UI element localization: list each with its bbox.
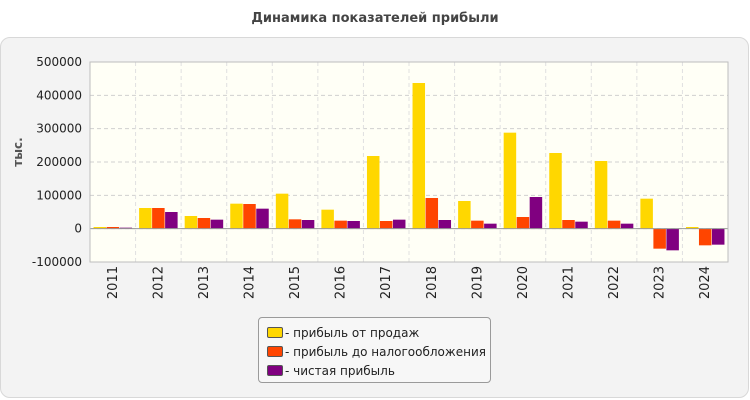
y-tick-label: 500000 [36, 55, 82, 69]
bar [698, 228, 712, 246]
y-tick-label: 0 [74, 222, 82, 236]
legend-label-sales: - прибыль от продаж [285, 325, 420, 340]
bar [301, 220, 315, 229]
x-tick-label: 2023 [653, 266, 668, 299]
x-tick-label: 2011 [106, 266, 121, 299]
x-tick-label: 2014 [243, 266, 258, 299]
x-tick-label: 2020 [516, 266, 531, 299]
x-tick-label: 2024 [698, 266, 713, 299]
x-tick-label: 2012 [151, 266, 166, 299]
bar [562, 220, 575, 229]
legend-item-net: - чистая прибыль [267, 361, 490, 380]
bar [575, 221, 588, 229]
x-tick-label: 2015 [288, 266, 303, 299]
legend-item-pretax: - прибыль до налогообложения [267, 342, 490, 361]
bar [438, 220, 452, 229]
y-tick-label: 300000 [36, 122, 82, 136]
x-tick-label: 2016 [334, 266, 349, 299]
bar [139, 208, 152, 229]
bar [106, 227, 120, 229]
bar [256, 208, 269, 229]
bar [334, 220, 347, 229]
x-tick-label: 2019 [470, 266, 485, 299]
legend-item-sales: - прибыль от продаж [267, 323, 490, 342]
legend-swatch-pretax [267, 346, 283, 357]
bar [516, 217, 530, 229]
bar [288, 219, 302, 229]
bar [458, 201, 471, 229]
bar [711, 228, 725, 245]
chart-title: Динамика показателей прибыли [251, 11, 499, 26]
bar [379, 221, 393, 229]
bar [529, 197, 543, 229]
y-tick-label: 200000 [36, 155, 82, 169]
bar [653, 228, 666, 249]
bar [347, 221, 360, 229]
legend-swatch-sales [267, 327, 283, 338]
bar [640, 198, 653, 229]
bar [366, 156, 380, 229]
bar [197, 218, 211, 229]
x-tick-label: 2018 [425, 266, 440, 299]
bar [412, 83, 426, 229]
bar [392, 219, 406, 229]
y-tick-label: 100000 [36, 188, 82, 202]
bar [620, 223, 634, 229]
bar [321, 209, 334, 229]
y-tick-label: -100000 [32, 255, 82, 269]
y-tick-label: 400000 [36, 88, 82, 102]
bar [685, 227, 699, 229]
bar [275, 193, 289, 229]
bar [210, 219, 224, 229]
bar [607, 220, 621, 229]
bar [93, 227, 107, 229]
x-tick-label: 2022 [607, 266, 622, 299]
bar [666, 228, 679, 251]
bar [230, 203, 243, 229]
bar [471, 220, 484, 229]
bar [503, 132, 517, 229]
bar [594, 161, 608, 229]
bar [484, 223, 497, 229]
bar [152, 208, 165, 229]
bar [165, 212, 178, 229]
bar [243, 204, 256, 229]
legend-label-pretax: - прибыль до налогообложения [285, 344, 486, 359]
legend-swatch-net [267, 365, 283, 376]
x-tick-label: 2017 [379, 266, 394, 299]
plot-border [89, 61, 729, 263]
bar [549, 153, 562, 229]
y-axis-label: тыс. [11, 137, 25, 166]
legend: - прибыль от продаж - прибыль до налогоо… [258, 317, 491, 383]
bar [184, 216, 198, 229]
legend-label-net: - чистая прибыль [285, 363, 395, 378]
x-tick-label: 2021 [562, 266, 577, 299]
x-tick-label: 2013 [197, 266, 212, 299]
bar [425, 198, 439, 229]
